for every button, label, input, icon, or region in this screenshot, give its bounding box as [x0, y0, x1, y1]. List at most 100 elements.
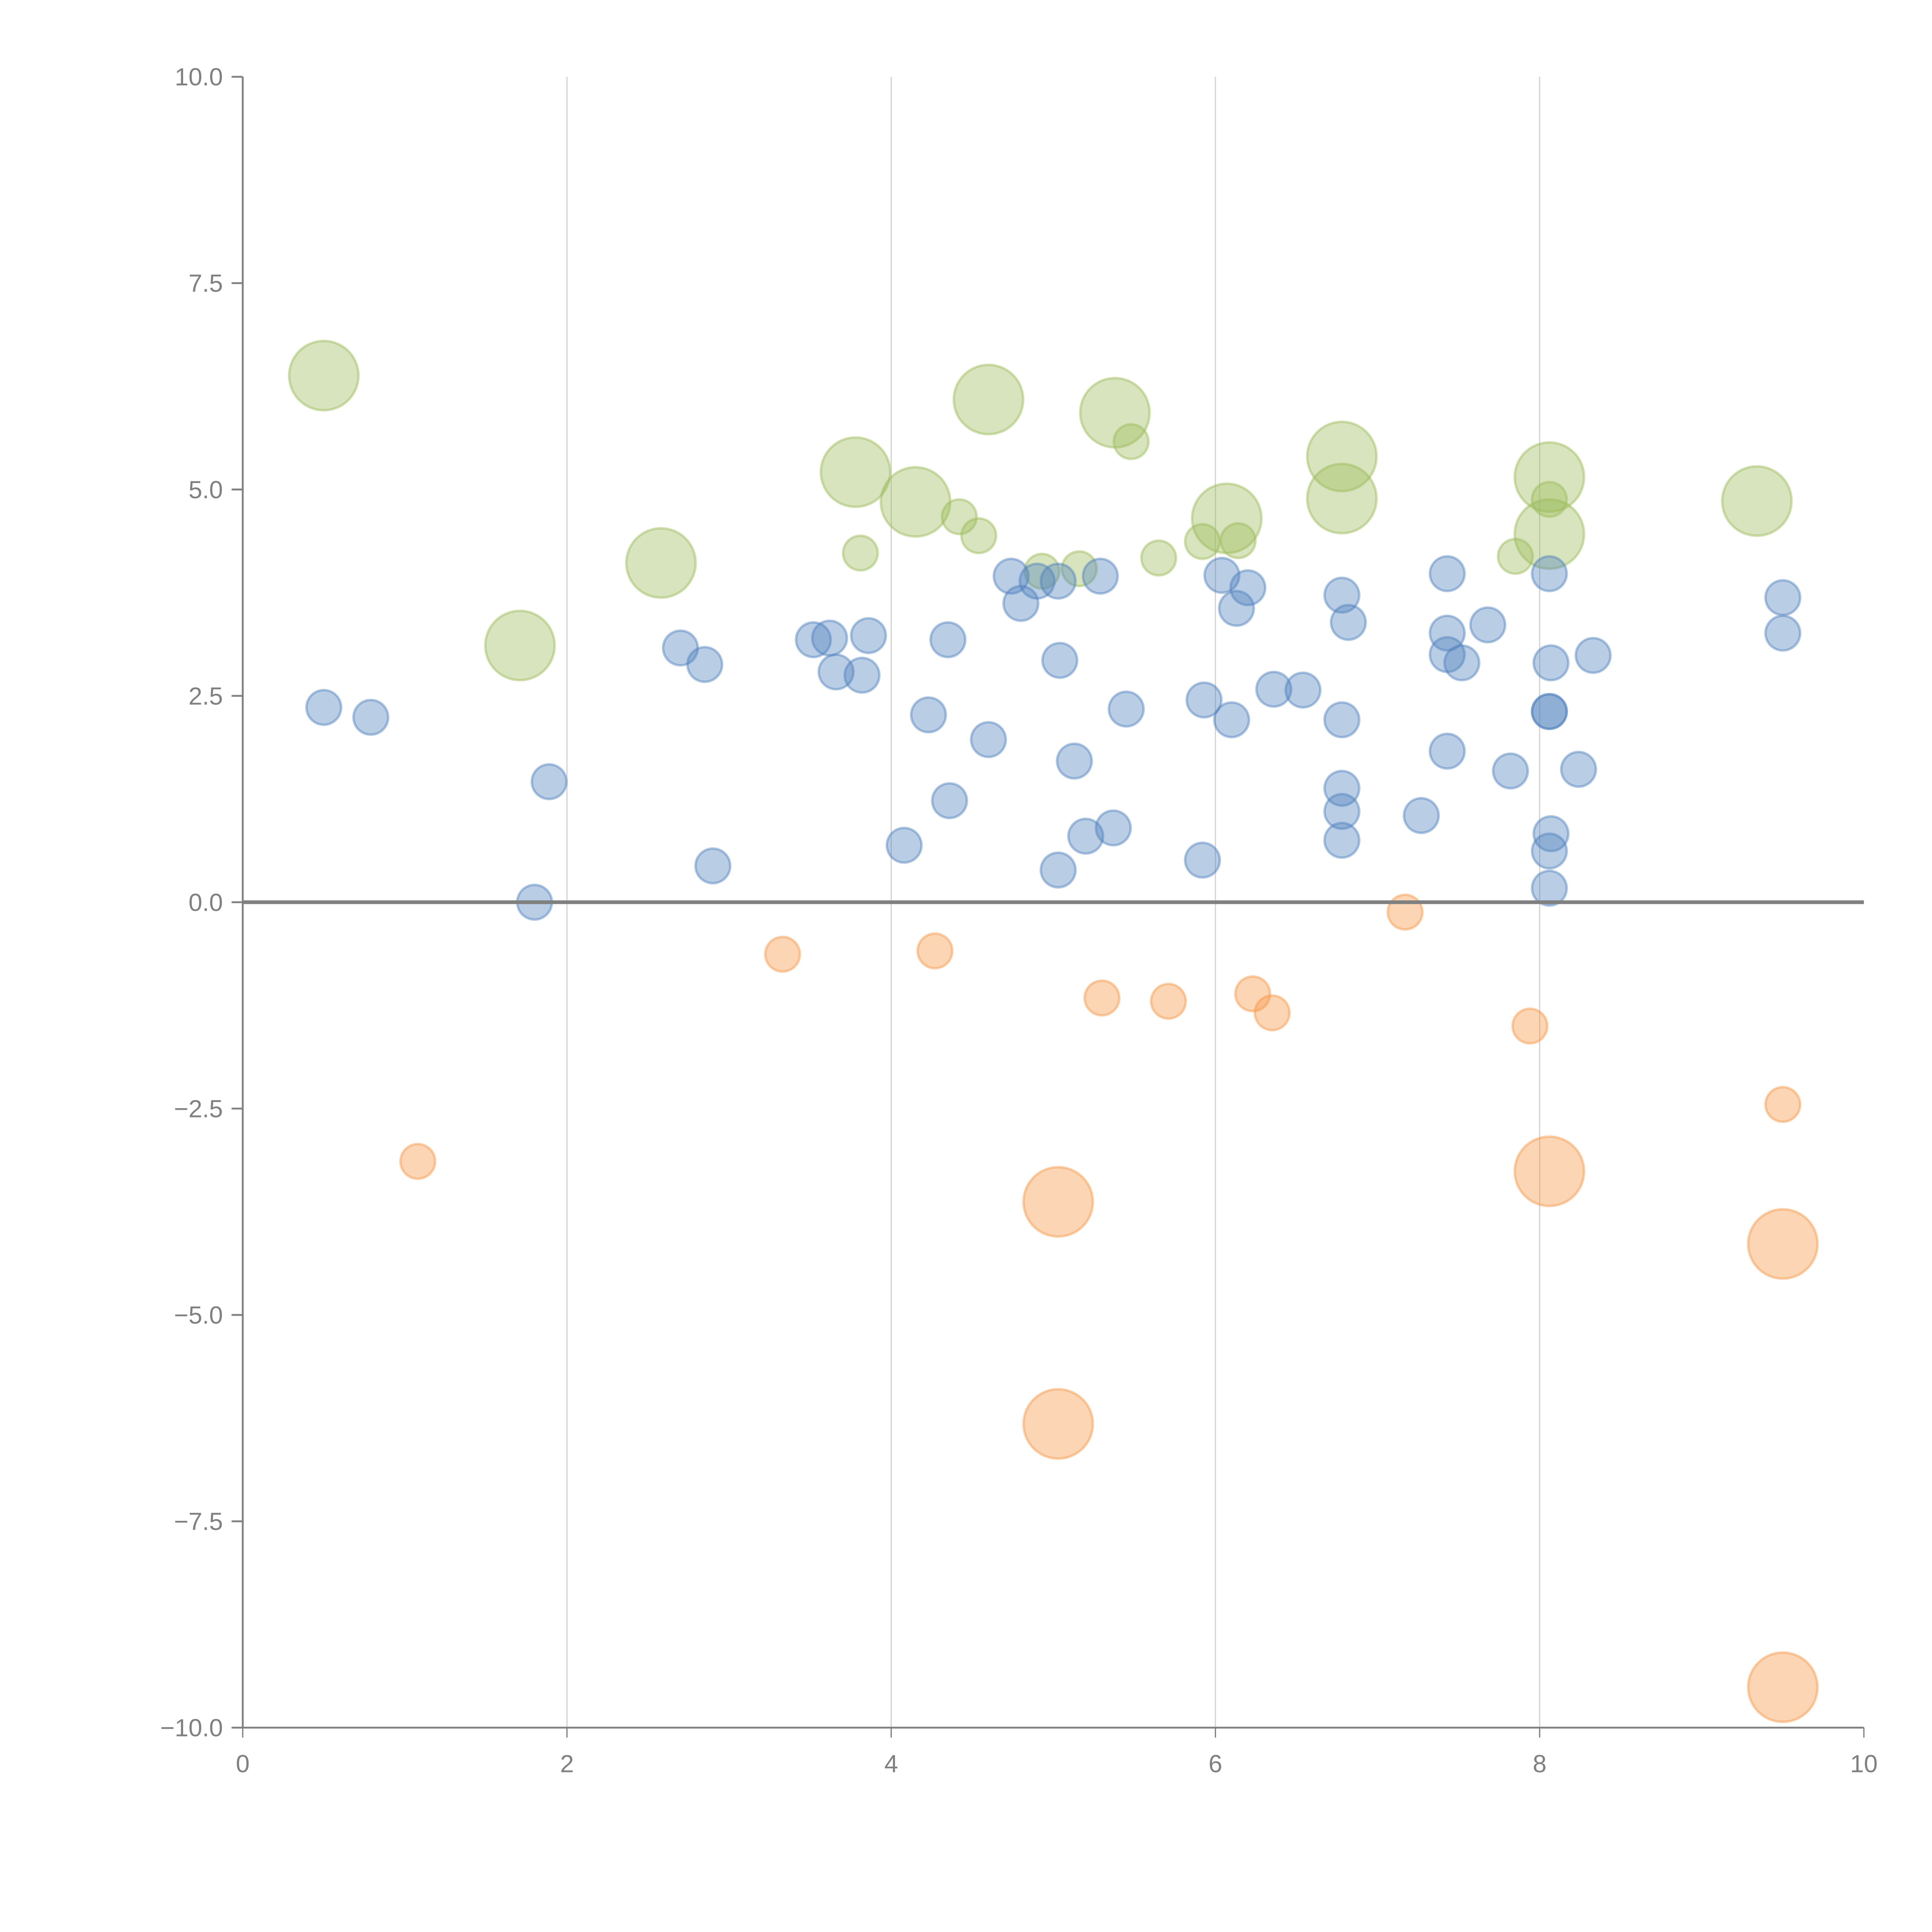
bubble-green [1112, 423, 1150, 461]
y-tick-label: −7.5 [174, 1508, 223, 1536]
x-tick-label: 10 [1850, 1750, 1878, 1778]
bubble-blue [1531, 693, 1568, 730]
bubble-blue [1531, 555, 1568, 592]
bubble-blue [885, 827, 923, 864]
bubble-blue [1018, 562, 1056, 600]
bubble-blue [931, 782, 968, 820]
bubble-blue [352, 699, 389, 736]
bubble-orange [1234, 975, 1272, 1013]
x-tick-label: 8 [1533, 1750, 1547, 1778]
bubble-blue [662, 629, 699, 667]
bubble-blue [1184, 841, 1221, 879]
bubble-green [1497, 537, 1534, 575]
y-tick-label: −2.5 [174, 1095, 223, 1122]
bubble-blue [1323, 821, 1361, 859]
y-tick-label: −5.0 [174, 1301, 223, 1329]
bubble-blue [1039, 562, 1077, 600]
y-tick-label: 5.0 [189, 476, 223, 503]
bubble-blue [1002, 585, 1040, 622]
bubble-blue [1323, 770, 1361, 807]
bubble-blue [1107, 690, 1145, 728]
bubble-orange [1747, 1208, 1819, 1280]
bubble-blue [1532, 644, 1570, 682]
bubble-orange [1513, 1135, 1585, 1208]
bubble-green [288, 340, 360, 412]
y-tick-label: 7.5 [189, 269, 223, 297]
bubble-blue [1429, 636, 1466, 673]
bubble-orange [1083, 979, 1121, 1017]
bubble-orange [1747, 1651, 1819, 1723]
y-tick-label: −10.0 [160, 1714, 223, 1742]
bubble-blue [1203, 556, 1241, 594]
bubble-blue [1218, 590, 1255, 627]
bubble-green [1306, 420, 1378, 493]
bubble-orange [916, 932, 954, 970]
bubble-blue [1429, 555, 1466, 592]
bubble-blue [1229, 569, 1267, 607]
bubble-blue [1039, 851, 1077, 889]
bubble-blue [1185, 681, 1223, 719]
bubble-orange [1253, 994, 1291, 1032]
bubble-green [1190, 482, 1263, 554]
bubble-blue [910, 696, 947, 734]
y-tick-label: 2.5 [189, 682, 223, 710]
bubble-blue [1323, 701, 1361, 738]
y-axis-ticks: 10.0 7.5 5.0 2.5 0.0 −2.5 −5.0 −7.5 −10.0 [160, 63, 243, 1742]
bubble-blue [1330, 604, 1367, 641]
x-tick-label: 0 [236, 1750, 250, 1778]
bubble-orange [399, 1143, 437, 1180]
bubble-green [940, 498, 978, 536]
bubble-blue [1531, 869, 1568, 907]
bubble-green [1140, 539, 1177, 577]
bubble-orange [1022, 1166, 1094, 1238]
bubble-orange [1764, 1086, 1802, 1123]
bubble-green [1219, 522, 1257, 560]
bubble-blue [1403, 797, 1440, 834]
bubble-green [1531, 481, 1568, 518]
axes [242, 77, 1864, 1729]
bubble-orange [764, 935, 801, 973]
bubble-green [1721, 465, 1793, 537]
bubble-green [842, 534, 879, 572]
x-tick-label: 4 [884, 1750, 898, 1778]
bubbles [288, 340, 1819, 1723]
bubble-green [1306, 463, 1378, 535]
bubble-blue [1531, 832, 1568, 870]
bubble-blue [1056, 742, 1093, 780]
bubble-blue [929, 621, 967, 658]
bubble-blue [686, 646, 724, 683]
bubble-orange [1511, 1007, 1549, 1045]
bubble-blue [992, 558, 1030, 595]
bubble-blue [970, 721, 1007, 759]
bubble-green [1023, 553, 1061, 590]
bubble-orange [1150, 983, 1187, 1020]
bubble-blue [1323, 577, 1361, 614]
bubble-blue [1443, 644, 1481, 682]
bubble-blue [1323, 793, 1361, 830]
bubble-blue [1284, 671, 1322, 709]
bubble-blue [1532, 815, 1570, 852]
bubble-blue [794, 621, 832, 658]
bubble-blue [1429, 732, 1466, 770]
bubble-blue [1213, 701, 1250, 738]
bubble-green [1513, 441, 1585, 513]
bubble-blue [843, 656, 881, 694]
bubble-blue [817, 653, 855, 691]
bubble-green [879, 466, 952, 538]
bubble-blue [1764, 579, 1802, 616]
x-axis-ticks: 0 2 4 6 8 10 [236, 1728, 1878, 1778]
bubble-green [1061, 550, 1098, 587]
x-tick-label: 2 [560, 1750, 574, 1778]
bubble-blue [1429, 614, 1466, 652]
bubble-blue [1764, 614, 1802, 652]
bubble-blue [1095, 809, 1132, 847]
bubble-blue [1531, 693, 1568, 730]
bubble-orange [1022, 1388, 1094, 1460]
bubble-blue [1067, 817, 1104, 855]
bubble-green [1184, 523, 1221, 560]
bubble-blue [1082, 558, 1119, 595]
bubble-orange [1386, 893, 1424, 931]
y-tick-label: 10.0 [175, 63, 223, 91]
bubble-green [1079, 377, 1151, 449]
